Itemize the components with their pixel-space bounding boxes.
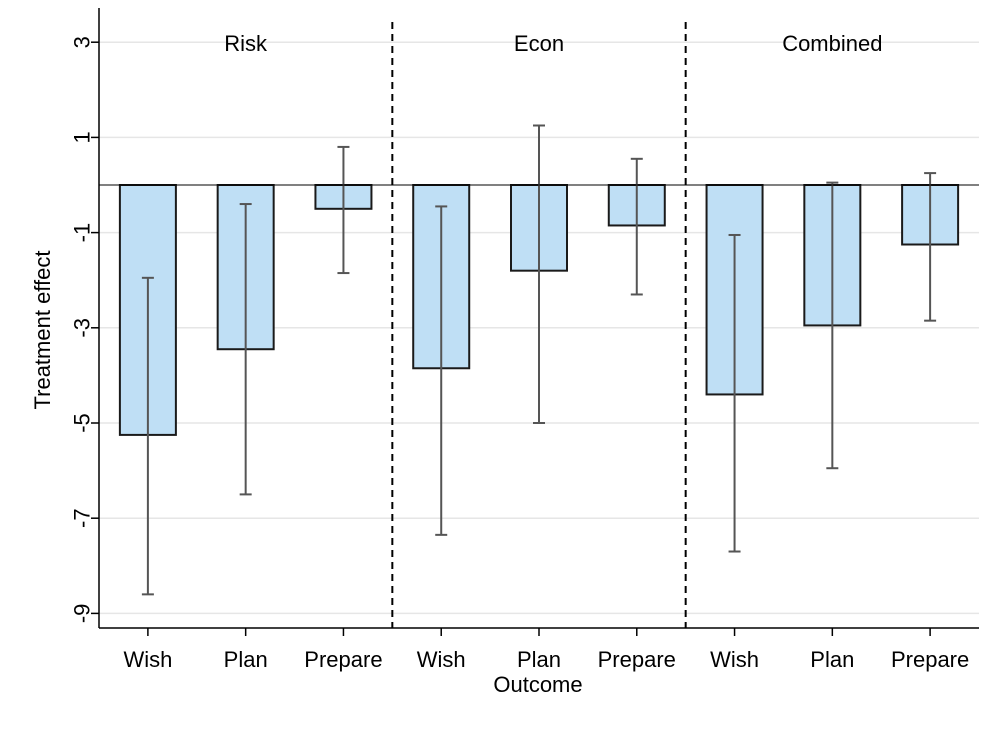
x-axis-title: Outcome	[493, 672, 582, 697]
x-tick-label: Wish	[417, 647, 466, 672]
x-tick-label: Plan	[224, 647, 268, 672]
x-tick-label: Wish	[710, 647, 759, 672]
panel-title: Econ	[514, 31, 564, 56]
y-tick-label: -1	[70, 223, 95, 243]
x-tick-label: Prepare	[304, 647, 382, 672]
axes	[91, 8, 979, 636]
x-tick-label: Plan	[810, 647, 854, 672]
panel-title: Combined	[782, 31, 882, 56]
y-tick-label: 3	[70, 36, 95, 48]
y-tick-label: -9	[70, 604, 95, 624]
y-tick-label: -3	[70, 318, 95, 338]
y-tick-label: 1	[70, 131, 95, 143]
y-axis-title: Treatment effect	[30, 251, 55, 410]
x-tick-label: Plan	[517, 647, 561, 672]
labels: 3 1 -1 -3 -5 -7 -9 Risk Wish Plan Prepare Econ Wish P…	[70, 31, 970, 672]
y-tick-label: -5	[70, 413, 95, 433]
x-tick-label: Prepare	[891, 647, 969, 672]
x-tick-label: Wish	[123, 647, 172, 672]
y-tick-label: -7	[70, 508, 95, 528]
panel-title: Risk	[224, 31, 268, 56]
bars	[118, 124, 960, 596]
x-tick-label: Prepare	[598, 647, 676, 672]
